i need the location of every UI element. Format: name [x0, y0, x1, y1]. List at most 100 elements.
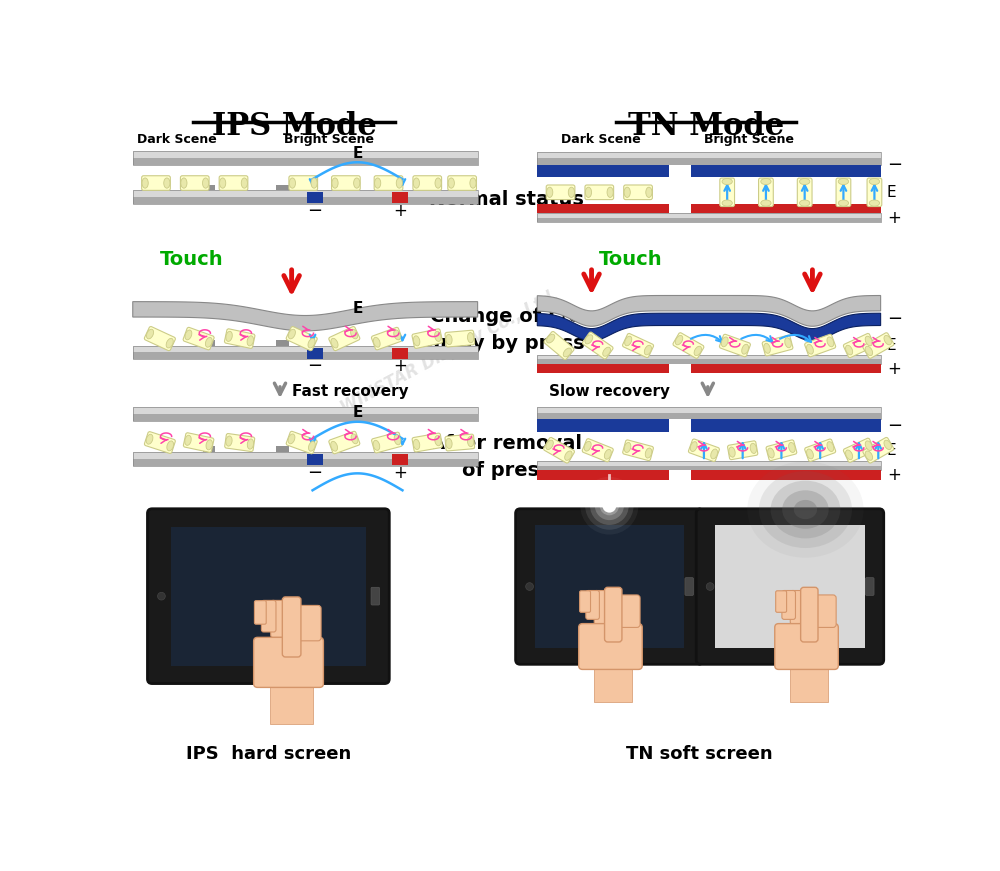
- FancyBboxPatch shape: [585, 185, 614, 199]
- Text: Slow recovery: Slow recovery: [549, 384, 670, 399]
- Ellipse shape: [675, 335, 683, 345]
- FancyBboxPatch shape: [254, 601, 266, 625]
- FancyBboxPatch shape: [147, 509, 389, 684]
- Bar: [133, 452, 478, 466]
- Ellipse shape: [446, 334, 452, 345]
- Bar: [537, 420, 881, 432]
- Ellipse shape: [413, 336, 420, 346]
- Bar: [537, 213, 881, 218]
- Ellipse shape: [241, 178, 247, 188]
- Text: Touch: Touch: [599, 250, 663, 269]
- Ellipse shape: [547, 334, 555, 343]
- Polygon shape: [537, 314, 881, 341]
- Ellipse shape: [311, 178, 317, 188]
- Bar: [537, 414, 881, 420]
- Polygon shape: [537, 295, 881, 327]
- Text: E: E: [352, 301, 363, 316]
- Ellipse shape: [202, 178, 209, 188]
- Ellipse shape: [624, 442, 631, 452]
- Text: E: E: [887, 338, 896, 353]
- Bar: [537, 213, 881, 222]
- Circle shape: [706, 583, 714, 591]
- Bar: [669, 204, 691, 213]
- Ellipse shape: [181, 178, 187, 188]
- Ellipse shape: [646, 187, 652, 198]
- Ellipse shape: [602, 499, 616, 513]
- Text: +: +: [393, 357, 407, 375]
- Bar: [392, 192, 408, 203]
- Ellipse shape: [761, 179, 771, 185]
- Ellipse shape: [331, 338, 338, 348]
- FancyBboxPatch shape: [797, 178, 812, 206]
- Text: E: E: [887, 185, 896, 199]
- Bar: [171, 527, 366, 665]
- Bar: [537, 218, 881, 222]
- FancyBboxPatch shape: [225, 434, 255, 451]
- Ellipse shape: [394, 330, 401, 340]
- Ellipse shape: [869, 179, 880, 185]
- Ellipse shape: [722, 179, 732, 185]
- FancyBboxPatch shape: [619, 595, 640, 627]
- Bar: [537, 360, 881, 364]
- Ellipse shape: [547, 187, 553, 198]
- Bar: [669, 420, 691, 432]
- FancyBboxPatch shape: [546, 185, 575, 199]
- Bar: [537, 461, 881, 466]
- FancyBboxPatch shape: [759, 178, 773, 206]
- FancyBboxPatch shape: [863, 437, 894, 463]
- Text: Bright Scene: Bright Scene: [284, 133, 374, 146]
- Ellipse shape: [742, 344, 749, 354]
- Bar: [276, 447, 289, 452]
- Ellipse shape: [226, 331, 232, 341]
- Text: +: +: [887, 209, 901, 226]
- FancyBboxPatch shape: [580, 591, 591, 612]
- Ellipse shape: [827, 442, 834, 451]
- Ellipse shape: [827, 337, 834, 347]
- Ellipse shape: [166, 338, 173, 348]
- Ellipse shape: [288, 434, 295, 444]
- Ellipse shape: [185, 436, 191, 445]
- Text: Change of L/C
array by press: Change of L/C array by press: [427, 307, 585, 353]
- FancyBboxPatch shape: [329, 431, 360, 454]
- FancyBboxPatch shape: [582, 332, 613, 359]
- Bar: [133, 346, 478, 360]
- Text: After removal
of press: After removal of press: [430, 435, 582, 480]
- Ellipse shape: [869, 200, 880, 206]
- Ellipse shape: [396, 178, 402, 188]
- Bar: [669, 364, 691, 374]
- Ellipse shape: [838, 200, 849, 206]
- Text: +: +: [393, 463, 407, 482]
- Ellipse shape: [332, 178, 338, 188]
- Bar: [133, 151, 478, 158]
- Bar: [537, 204, 881, 213]
- FancyBboxPatch shape: [445, 330, 475, 347]
- Text: −: −: [307, 463, 322, 482]
- Text: Dark Scene: Dark Scene: [137, 133, 216, 146]
- FancyBboxPatch shape: [843, 438, 874, 463]
- Bar: [669, 470, 691, 480]
- FancyBboxPatch shape: [836, 178, 851, 206]
- Ellipse shape: [185, 330, 192, 340]
- Bar: [133, 158, 478, 165]
- FancyBboxPatch shape: [544, 332, 574, 360]
- Ellipse shape: [289, 178, 296, 188]
- Ellipse shape: [846, 450, 853, 460]
- Text: −: −: [887, 310, 902, 328]
- FancyBboxPatch shape: [282, 597, 301, 657]
- Ellipse shape: [585, 334, 593, 344]
- Text: +: +: [887, 466, 901, 484]
- Ellipse shape: [331, 442, 338, 451]
- Ellipse shape: [375, 178, 381, 188]
- Ellipse shape: [865, 347, 873, 355]
- FancyBboxPatch shape: [412, 433, 442, 452]
- FancyBboxPatch shape: [766, 440, 797, 461]
- FancyBboxPatch shape: [843, 334, 874, 358]
- Text: E: E: [352, 145, 363, 160]
- Bar: [133, 407, 478, 421]
- Ellipse shape: [800, 179, 810, 185]
- FancyBboxPatch shape: [413, 176, 442, 191]
- FancyBboxPatch shape: [289, 176, 318, 191]
- Bar: [537, 152, 881, 165]
- Circle shape: [158, 592, 165, 600]
- Bar: [307, 454, 323, 465]
